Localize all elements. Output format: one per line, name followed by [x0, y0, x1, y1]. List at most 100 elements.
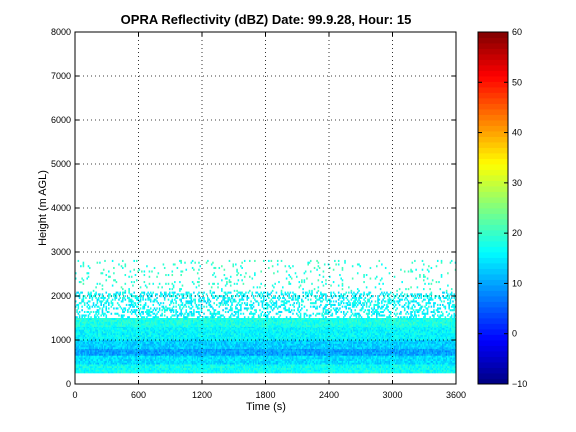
heatmap-cell: [167, 357, 170, 360]
heatmap-cell: [165, 323, 167, 326]
heatmap-cell: [96, 314, 99, 317]
heatmap-cell: [80, 265, 82, 268]
heatmap-cell: [222, 314, 224, 317]
heatmap-cell: [91, 331, 94, 334]
heatmap-cell: [85, 334, 87, 337]
heatmap-cell: [236, 371, 238, 374]
heatmap-cell: [76, 341, 78, 344]
heatmap-cell: [111, 345, 114, 348]
heatmap-cell: [120, 358, 123, 361]
heatmap-cell: [157, 345, 160, 348]
heatmap-cell: [82, 345, 85, 348]
heatmap-cell: [81, 362, 83, 365]
heatmap-cell: [177, 340, 180, 343]
heatmap-cell: [209, 360, 212, 363]
heatmap-cell: [141, 365, 143, 369]
heatmap-cell: [75, 341, 77, 344]
heatmap-cell: [102, 332, 105, 336]
heatmap-cell: [142, 332, 144, 336]
heatmap-cell: [139, 323, 142, 326]
heatmap-cell: [221, 295, 223, 298]
heatmap-cell: [194, 323, 196, 326]
heatmap-cell: [229, 353, 232, 356]
heatmap-cell: [113, 331, 115, 334]
heatmap-cell: [160, 323, 162, 326]
heatmap-cell: [128, 365, 130, 369]
heatmap-cell: [155, 357, 157, 360]
heatmap-cell: [85, 321, 87, 324]
heatmap-cell: [170, 350, 172, 353]
heatmap-cell: [155, 318, 157, 321]
heatmap-cell: [83, 367, 86, 370]
heatmap-cell: [224, 357, 227, 360]
heatmap-cell: [124, 338, 127, 341]
heatmap-cell: [96, 329, 99, 332]
heatmap-cell: [226, 321, 228, 324]
heatmap-cell: [91, 298, 94, 301]
heatmap-cell: [212, 282, 214, 285]
heatmap-cell: [81, 369, 83, 372]
heatmap-cell: [196, 355, 199, 358]
heatmap-cell: [189, 293, 191, 296]
heatmap-cell: [184, 358, 186, 361]
heatmap-cell: [87, 303, 90, 306]
heatmap-cell: [167, 365, 170, 369]
heatmap-cell: [116, 360, 119, 363]
heatmap-cell: [96, 345, 99, 348]
heatmap-cell: [218, 353, 221, 356]
heatmap-cell: [191, 353, 194, 356]
heatmap-cell: [184, 319, 186, 322]
heatmap-cell: [80, 327, 82, 330]
heatmap-cell: [170, 362, 172, 365]
heatmap-cell: [177, 367, 180, 370]
heatmap-cell: [226, 334, 228, 337]
heatmap-cell: [224, 343, 227, 346]
heatmap-cell: [81, 318, 83, 321]
heatmap-cell: [202, 350, 204, 353]
heatmap-cell: [205, 341, 208, 344]
heatmap-cell: [198, 321, 200, 324]
heatmap-cell: [144, 358, 147, 361]
heatmap-cell: [168, 303, 171, 306]
heatmap-cell: [160, 347, 162, 350]
heatmap-cell: [99, 358, 101, 361]
heatmap-cell: [232, 331, 235, 334]
heatmap-cell: [95, 358, 97, 361]
heatmap-cell: [115, 350, 118, 353]
heatmap-cell: [137, 355, 139, 358]
heatmap-cell: [214, 360, 217, 363]
heatmap-cell: [185, 331, 188, 334]
heatmap-cell: [80, 323, 82, 326]
heatmap-cell: [193, 319, 195, 322]
heatmap-cell: [94, 334, 96, 337]
heatmap-cell: [213, 334, 215, 337]
heatmap-cell: [171, 362, 174, 365]
heatmap-cell: [129, 334, 132, 337]
heatmap-cell: [212, 318, 214, 321]
heatmap-cell: [123, 338, 125, 341]
heatmap-cell: [231, 369, 233, 372]
heatmap-cell: [179, 288, 181, 291]
heatmap-cell: [148, 270, 151, 273]
heatmap-cell: [80, 329, 82, 332]
heatmap-cell: [77, 325, 80, 328]
heatmap-cell: [101, 357, 104, 360]
heatmap-cell: [219, 318, 222, 321]
heatmap-cell: [161, 305, 163, 308]
heatmap-cell: [81, 340, 83, 343]
heatmap-cell: [99, 318, 101, 321]
heatmap-cell: [138, 325, 141, 328]
heatmap-cell: [151, 355, 153, 358]
heatmap-cell: [77, 348, 80, 351]
heatmap-cell: [226, 307, 228, 310]
heatmap-cell: [102, 323, 105, 326]
heatmap-cell: [128, 362, 130, 365]
heatmap-cell: [152, 316, 155, 319]
heatmap-cell: [124, 351, 127, 354]
heatmap-cell: [142, 325, 144, 328]
heatmap-cell: [217, 353, 219, 356]
heatmap-cell: [148, 358, 151, 361]
heatmap-cell: [186, 360, 189, 363]
heatmap-cell: [132, 351, 134, 354]
heatmap-cell: [162, 318, 165, 321]
